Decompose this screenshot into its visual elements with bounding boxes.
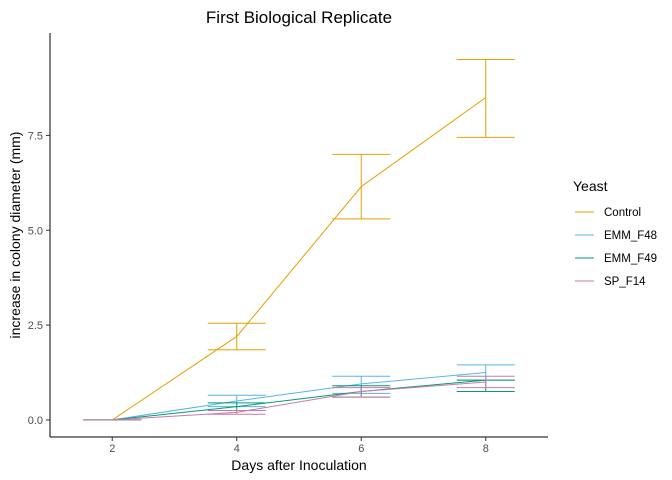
series-emm-f48 xyxy=(112,364,515,421)
x-tick-label: 6 xyxy=(358,443,364,455)
y-tick-label: 0.0 xyxy=(28,415,43,427)
legend: Yeast Control EMM_F48 EMM_F49 SP_F14 xyxy=(573,178,657,288)
x-tick-label: 8 xyxy=(483,443,489,455)
series-line xyxy=(111,97,487,421)
chart-title: First Biological Replicate xyxy=(206,8,392,27)
series-sp-f14 xyxy=(112,375,515,421)
series-emm-f49 xyxy=(112,379,515,421)
error-bar xyxy=(332,387,391,398)
series-line xyxy=(112,381,486,421)
error-bar xyxy=(456,59,515,138)
legend-label: SP_F14 xyxy=(604,276,646,288)
plot-area xyxy=(83,59,515,421)
series-line xyxy=(112,379,486,421)
series-line xyxy=(112,372,486,421)
y-tick-label: 7.5 xyxy=(28,130,43,142)
legend-label: EMM_F48 xyxy=(604,230,657,242)
y-axis-title: increase in colony diameter (mm) xyxy=(7,132,23,339)
legend-title: Yeast xyxy=(573,178,608,194)
x-tick-label: 4 xyxy=(234,443,240,455)
y-tick-label: 5.0 xyxy=(28,225,43,237)
x-axis-title: Days after Inoculation xyxy=(231,457,366,473)
y-axis-ticks: 0.0 2.5 5.0 7.5 xyxy=(28,130,50,427)
legend-label: EMM_F49 xyxy=(604,253,657,265)
x-axis-ticks: 2 4 6 8 xyxy=(109,437,489,455)
legend-label: Control xyxy=(604,207,641,219)
x-tick-label: 2 xyxy=(109,443,115,455)
y-tick-label: 2.5 xyxy=(28,320,43,332)
series-control xyxy=(111,59,515,421)
